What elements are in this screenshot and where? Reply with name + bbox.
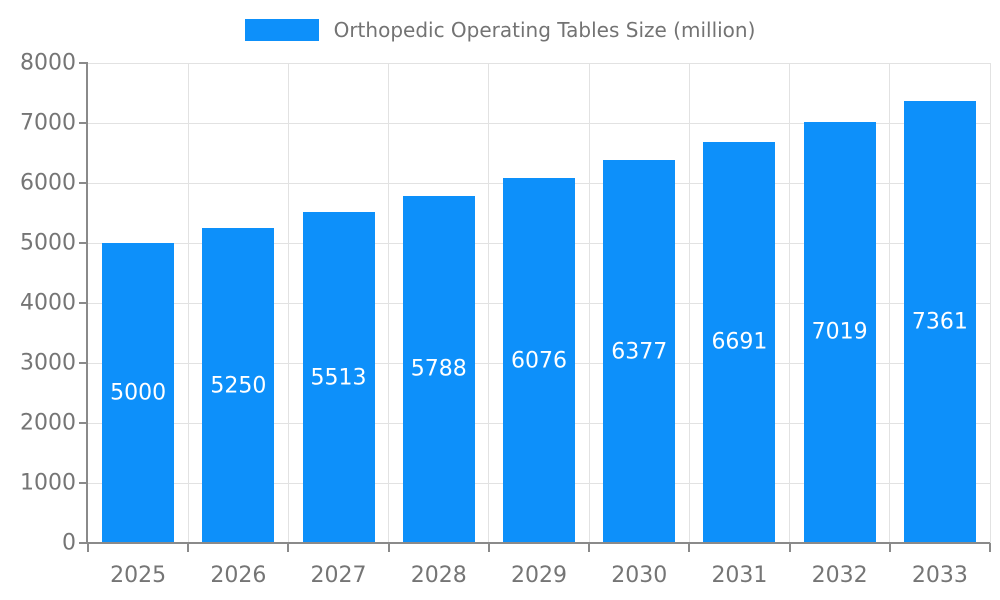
y-axis-tick (79, 122, 88, 124)
x-gridline (789, 63, 791, 543)
x-axis-line (86, 542, 990, 544)
legend-swatch (244, 19, 319, 41)
y-tick-label: 3000 (20, 350, 76, 376)
legend-label: Orthopedic Operating Tables Size (millio… (333, 18, 756, 42)
x-tick-label: 2027 (310, 563, 367, 588)
bar (903, 101, 976, 542)
x-gridline (388, 63, 390, 543)
x-axis-tick (688, 543, 691, 552)
y-axis-line (86, 63, 88, 543)
bar-value-label: 6691 (711, 329, 768, 355)
y-tick-label: 2000 (20, 410, 76, 436)
x-gridline (488, 63, 490, 543)
bar-value-label: 5513 (310, 365, 367, 391)
y-axis-tick (79, 482, 88, 484)
y-gridline (88, 62, 990, 64)
x-tick-label: 2025 (110, 563, 167, 588)
y-axis-tick (79, 542, 88, 544)
x-gridline (588, 63, 590, 543)
x-axis-tick (487, 543, 490, 552)
chart-legend[interactable]: Orthopedic Operating Tables Size (millio… (0, 18, 1000, 42)
x-tick-label: 2028 (410, 563, 467, 588)
y-axis-tick (79, 62, 88, 64)
bar (803, 121, 876, 542)
y-axis-tick (79, 302, 88, 304)
x-tick-label: 2029 (511, 563, 567, 588)
x-gridline (989, 63, 991, 543)
y-tick-label: 0 (62, 530, 76, 556)
x-axis-tick (287, 543, 290, 552)
bar (102, 243, 175, 542)
bar (302, 212, 375, 542)
x-axis-tick (187, 543, 190, 552)
x-gridline (287, 63, 289, 543)
x-axis-tick (888, 543, 891, 552)
bar (503, 178, 575, 542)
bar (603, 160, 676, 542)
bar-value-label: 6076 (511, 348, 567, 374)
bar-value-label: 7019 (811, 319, 868, 345)
y-tick-label: 4000 (20, 290, 76, 316)
bar-value-label: 5250 (210, 373, 267, 398)
bar-value-label: 5000 (110, 380, 167, 406)
x-gridline (187, 63, 189, 543)
x-axis-tick (989, 543, 991, 552)
x-axis-tick (588, 543, 591, 552)
y-axis-tick (79, 182, 88, 184)
y-tick-label: 7000 (20, 110, 76, 136)
x-axis-tick (387, 543, 390, 552)
x-tick-label: 2030 (611, 563, 668, 588)
x-axis-tick (788, 543, 791, 552)
y-gridline (88, 122, 990, 124)
x-tick-label: 2032 (811, 563, 868, 588)
bar-value-label: 5788 (410, 356, 467, 382)
x-tick-label: 2033 (911, 563, 968, 588)
bar-value-label: 7361 (911, 309, 968, 335)
x-gridline (889, 63, 891, 543)
y-tick-label: 6000 (20, 170, 76, 196)
bar (202, 228, 275, 542)
x-tick-label: 2026 (210, 563, 267, 588)
y-axis-tick (79, 422, 88, 424)
x-tick-label: 2031 (711, 563, 768, 588)
y-tick-label: 1000 (20, 470, 76, 496)
bar (703, 141, 776, 542)
bar (402, 195, 475, 542)
bar-value-label: 6377 (611, 339, 668, 365)
y-axis-tick (79, 362, 88, 364)
y-axis-tick (79, 242, 88, 244)
x-gridline (688, 63, 690, 543)
y-tick-label: 5000 (20, 230, 76, 256)
y-tick-label: 8000 (20, 50, 76, 76)
x-axis-tick (87, 543, 89, 552)
